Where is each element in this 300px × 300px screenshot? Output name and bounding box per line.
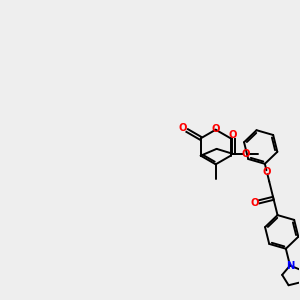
Text: O: O — [263, 167, 271, 177]
Text: O: O — [179, 123, 187, 133]
Text: O: O — [229, 130, 237, 140]
Text: O: O — [250, 198, 259, 208]
Text: O: O — [242, 149, 250, 159]
Text: O: O — [212, 124, 220, 134]
Text: N: N — [286, 260, 294, 271]
